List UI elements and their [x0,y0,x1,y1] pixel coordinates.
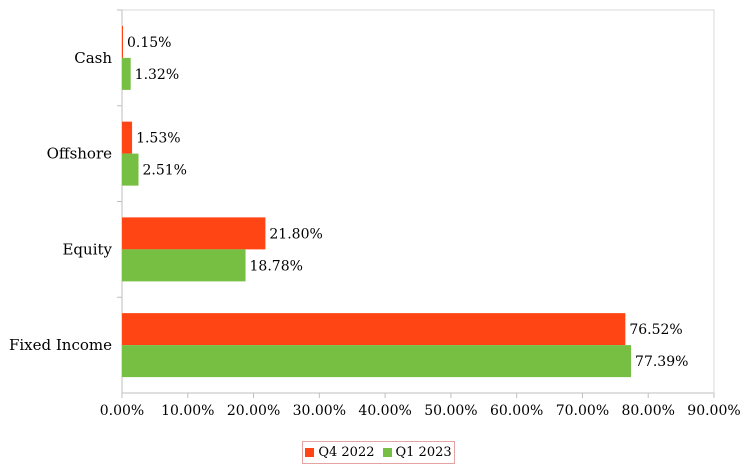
legend-item-q4-2022: Q4 2022 [305,445,375,460]
category-label-equity: Equity [62,240,112,258]
x-tick-label: 20.00% [227,403,280,419]
legend-swatch-q4-2022 [305,448,315,457]
category-label-fixed-income: Fixed Income [9,336,112,354]
x-tick-label: 0.00% [100,403,144,419]
x-tick-label: 70.00% [556,403,609,419]
bar-q1-2023-offshore [122,153,139,186]
data-label-q4-2022-fixed-income: 76.52% [629,322,682,338]
category-label-cash: Cash [74,49,112,67]
data-label-q1-2023-fixed-income: 77.39% [635,354,688,370]
x-tick-label: 50.00% [424,403,477,419]
bar-q4-2022-equity [122,217,266,250]
bar-q4-2022-fixed-income [122,313,626,346]
legend-label-q1-2023: Q1 2023 [395,445,452,460]
x-tick-label: 30.00% [293,403,346,419]
bar-q1-2023-fixed-income [122,345,632,378]
bar-q4-2022-cash [122,25,123,58]
x-tick-label: 10.00% [161,403,214,419]
data-label-q1-2023-cash: 1.32% [135,67,179,83]
data-label-q1-2023-offshore: 2.51% [143,163,187,179]
legend-swatch-q1-2023 [382,448,392,457]
data-label-q4-2022-cash: 0.15% [127,35,171,51]
legend: Q4 2022 Q1 2023 [302,441,455,464]
bar-q1-2023-equity [122,249,246,282]
data-label-q4-2022-equity: 21.80% [269,226,322,242]
category-label-offshore: Offshore [47,145,113,163]
data-label-q1-2023-equity: 18.78% [250,258,303,274]
x-tick-label: 60.00% [490,403,543,419]
legend-label-q4-2022: Q4 2022 [318,445,375,460]
legend-item-q1-2023: Q1 2023 [382,445,452,460]
bar-q1-2023-cash [122,57,131,90]
bar-q4-2022-offshore [122,121,133,154]
x-tick-label: 40.00% [358,403,411,419]
x-tick-label: 80.00% [622,403,675,419]
x-tick-label: 90.00% [687,403,740,419]
data-label-q4-2022-offshore: 1.53% [136,131,180,147]
